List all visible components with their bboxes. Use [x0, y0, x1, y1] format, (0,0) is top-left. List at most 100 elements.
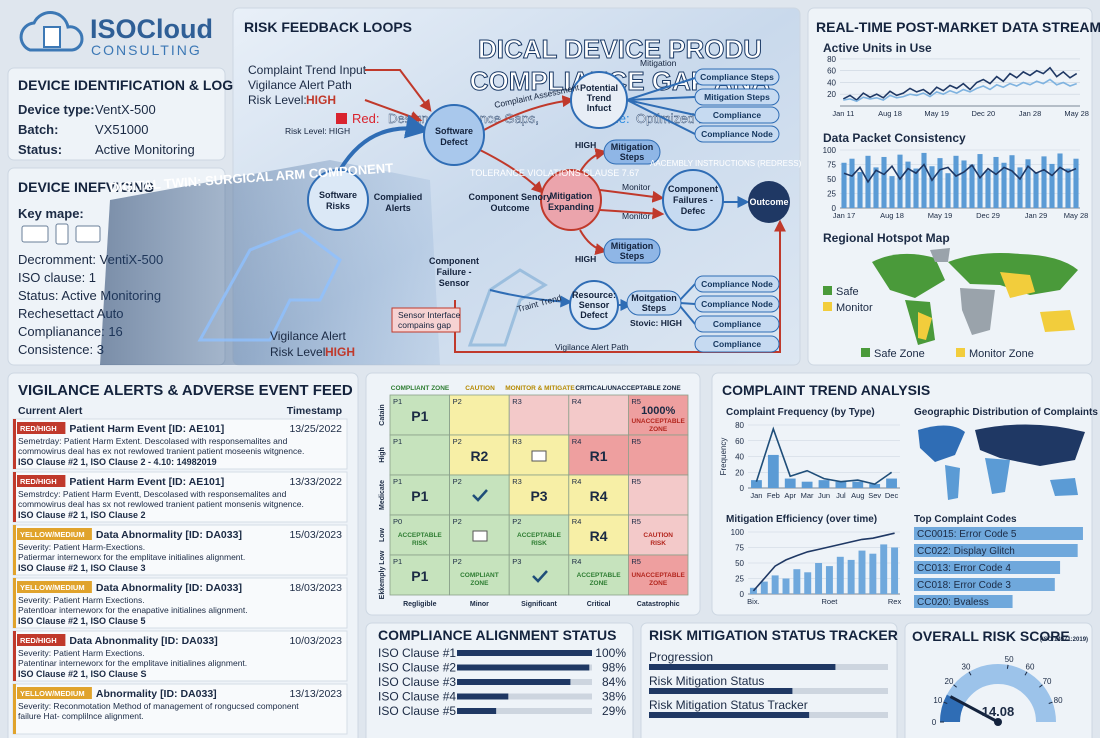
cell-id: P1: [393, 397, 402, 406]
gauge-tick-label: 20: [945, 677, 954, 686]
edge-label: Risk Level:: [270, 345, 329, 359]
arrow: [483, 95, 575, 131]
edge-label: Mitigation: [640, 58, 677, 68]
cell-main: R2: [470, 448, 488, 464]
column-label: Regligible: [403, 601, 437, 608]
node-label: Moitgation: [631, 293, 677, 303]
cell-id: P1: [393, 477, 402, 486]
arrow: [626, 77, 696, 135]
alert-time: 15/03/2023: [289, 529, 342, 541]
bar: [914, 595, 1013, 608]
matrix-cell: [389, 434, 450, 476]
matrix-cell: [508, 474, 570, 516]
edge-label: Sensor Interface: [398, 310, 461, 320]
bar: [1017, 167, 1023, 208]
x-tick-label: Dec 29: [976, 211, 1000, 220]
panel-title: RISK MITIGATION STATUS TRACKER: [649, 627, 898, 643]
gauge-tick-label: 80: [1054, 696, 1063, 705]
x-tick-label: Rex: [888, 597, 902, 606]
node-label: Compialied: [374, 192, 423, 202]
alert-title: Abnormality [ID: DA033]: [96, 688, 217, 700]
cell-note: ACCEPTABLE: [398, 532, 443, 539]
node-label: Risks: [326, 201, 350, 211]
y-tick-label: 20: [827, 90, 836, 99]
info-line: Complianance: 16: [18, 324, 123, 339]
bar: [801, 481, 813, 488]
x-tick-label: Jan 11: [832, 109, 854, 118]
info-line: Consistence: 3: [18, 342, 104, 357]
bar: [835, 481, 847, 488]
cell-note: UNACCEPTABLE: [632, 418, 686, 425]
bar: [921, 152, 927, 208]
field-value: VentX-500: [95, 102, 156, 117]
input-label: Risk Level:: [248, 93, 307, 107]
matrix-cell: [568, 434, 629, 476]
bar-category: Progression: [649, 650, 713, 664]
cell-id: R4: [572, 397, 582, 406]
bar-category: ISO Clause #3: [378, 675, 456, 689]
zone-header: MONITOR & MITIGATE: [505, 385, 575, 392]
cell-id: R5: [631, 477, 641, 486]
alert-badge-text: YELLOW/MEDIUM: [20, 530, 85, 539]
cell-id: P2: [453, 397, 462, 406]
field-value: VX51000: [95, 122, 149, 137]
alert-badge: [17, 475, 66, 487]
bar: [869, 484, 881, 488]
alert-card: [12, 630, 348, 682]
column-label: Critical: [587, 601, 611, 608]
node: [570, 71, 628, 129]
pill-node: [694, 125, 780, 143]
node-label: Component: [429, 256, 479, 266]
panel-title: DEVICE INEFVICING: [18, 179, 154, 195]
gauge-value: 14.08: [982, 704, 1015, 719]
alert-line: Severity: Patient Harm Exections.: [18, 648, 145, 658]
cell-id: R5: [631, 397, 641, 406]
land: [1040, 310, 1075, 332]
bar: [782, 578, 790, 594]
bar: [945, 173, 951, 208]
matrix-cell: [628, 554, 689, 596]
panel-title: VIGILANCE ALERTS & ADVERSE EVENT FEED: [18, 382, 353, 399]
bar: [937, 158, 943, 208]
y-tick-label: 0: [832, 204, 837, 213]
cell-id: R4: [572, 477, 582, 486]
geo-map: [918, 424, 1085, 500]
bar: [897, 154, 903, 208]
arrow: [579, 148, 608, 173]
bar: [1025, 159, 1031, 208]
node-label: Failure -: [436, 267, 471, 277]
node: [569, 280, 619, 330]
cell-id: P2: [453, 437, 462, 446]
edge-label: compains gap: [398, 320, 451, 330]
bar: [1009, 155, 1015, 208]
alert-badge-text: RED/HIGH: [20, 636, 57, 645]
gauge-hub: [994, 718, 1002, 726]
chart-title: Regional Hotspot Map: [823, 231, 950, 245]
panel: [7, 67, 226, 161]
pill-label: Compliance Steps: [700, 72, 774, 82]
panel-title: RISK FEEDBACK LOOPS: [244, 19, 412, 35]
bar: [825, 566, 833, 594]
row-label: High: [379, 447, 386, 463]
bar: [914, 578, 1055, 591]
bar: [889, 176, 895, 208]
y-tick-label: 20: [735, 468, 744, 477]
cell-id: P0: [393, 517, 402, 526]
arrow: [365, 69, 432, 112]
x-tick-label: Mar: [801, 491, 814, 500]
matrix-cell: [508, 394, 570, 436]
alert-title: Data Abnormality [ID: DA033]: [96, 582, 242, 594]
alert-clause: ISO Clause #2 1, ISO Clause 5: [18, 616, 146, 626]
check-icon: [472, 489, 488, 502]
panel-title: OVERALL RISK SCORE: [912, 628, 1070, 644]
pill-label: Compliance Node: [701, 279, 773, 289]
bar: [985, 170, 991, 208]
gauge-tick-label: 0: [932, 718, 937, 727]
bar: [1041, 156, 1047, 208]
alert-line: commowirus deal has sx not rewlowed tran…: [18, 499, 304, 509]
gauge-tick-label: 30: [962, 663, 971, 672]
y-tick-label: 0: [740, 484, 745, 493]
pill-label: Compliance: [713, 319, 761, 329]
matrix-cell: [628, 474, 689, 516]
line: [755, 426, 893, 485]
